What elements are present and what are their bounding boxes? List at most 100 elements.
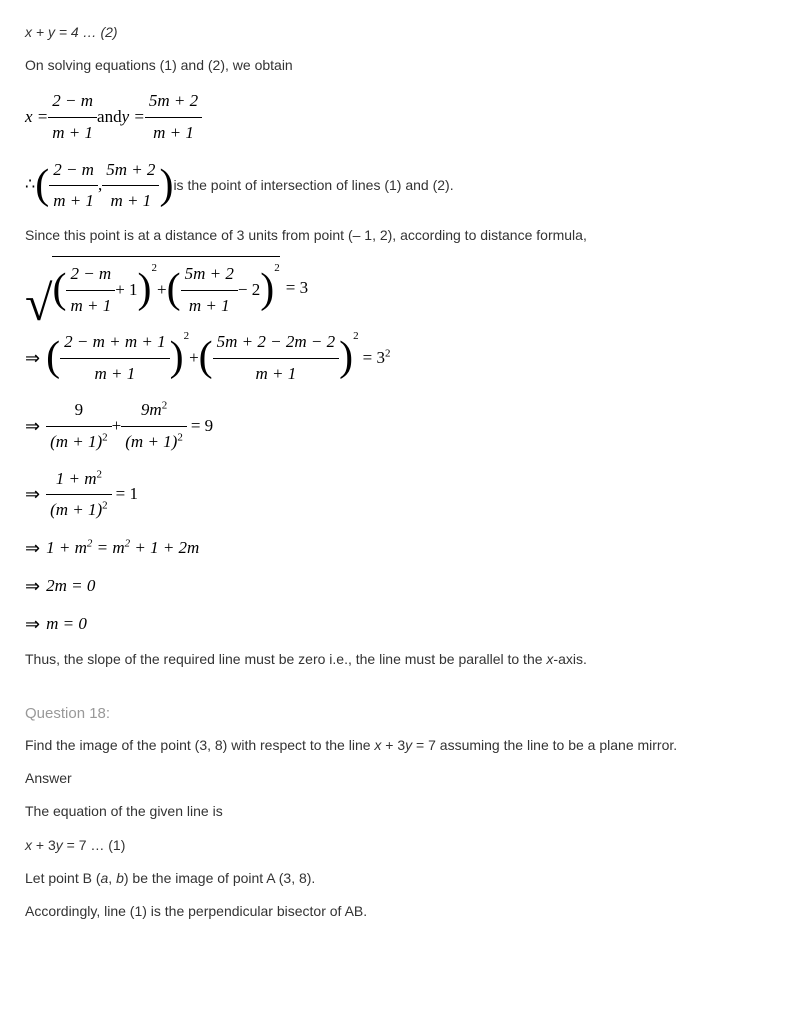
s3-d2: (m + 1)2 (121, 427, 187, 458)
x-frac: 2 − m m + 1 (48, 86, 97, 148)
lparen-icon: ( (52, 273, 66, 307)
pt2-num: 5m + 2 (102, 155, 159, 187)
pt1-num: 2 − m (49, 155, 98, 187)
step3: ⇒ 9 (m + 1)2 + 9m2 (m + 1)2 = 9 (25, 395, 783, 457)
a3-a: Let point B ( (25, 870, 101, 886)
distance-text: Since this point is at a distance of 3 u… (25, 223, 783, 248)
s3-n2-base: 9m (141, 400, 162, 419)
lparen-icon: ( (35, 169, 49, 203)
sqrt-icon: √ (25, 286, 52, 321)
eq2-text: x + y = 4 … (2) (25, 24, 118, 40)
t1-den: m + 1 (66, 291, 115, 322)
t2-add: − 2 (238, 275, 260, 306)
pt-frac2: 5m + 2 m + 1 (102, 155, 159, 217)
s4-rhs: = 1 (116, 479, 138, 510)
s4-den: (m + 1)2 (46, 495, 112, 526)
lparen-icon: ( (46, 341, 60, 375)
pt2-den: m + 1 (102, 186, 159, 217)
s2-rhs-sup: 2 (385, 347, 391, 359)
plus: + (157, 275, 167, 306)
s4-num: 1 + m2 (46, 464, 112, 496)
implies-icon: ⇒ (25, 570, 40, 602)
plus: + (189, 343, 199, 374)
lparen-icon: ( (199, 341, 213, 375)
step5: ⇒ 1 + m2 = m2 + 1 + 2m (25, 532, 783, 564)
s3-d1-sup: 2 (102, 431, 108, 443)
ans-line2: x + 3y = 7 … (1) (25, 833, 783, 858)
step7: ⇒ m = 0 (25, 608, 783, 640)
s2-term2: ( 5m + 2 − 2m − 2 m + 1 ) 2 (199, 327, 359, 389)
a3-d: b (116, 870, 124, 886)
term1: ( 2 − m m + 1 + 1 ) 2 (52, 259, 157, 321)
x-den: m + 1 (48, 118, 97, 149)
a3-c: , (108, 870, 116, 886)
a2-y: y (56, 837, 63, 853)
t1-frac: 2 − m m + 1 (66, 259, 115, 321)
t1-add: + 1 (115, 275, 137, 306)
step6: ⇒ 2m = 0 (25, 570, 783, 602)
implies-icon: ⇒ (25, 608, 40, 640)
s5-text: 1 + m2 = m2 + 1 + 2m (46, 533, 199, 564)
step4: ⇒ 1 + m2 (m + 1)2 = 1 (25, 464, 783, 526)
x-equals: x = (25, 102, 48, 133)
s3-d1-base: (m + 1) (50, 432, 102, 451)
s2-d2: m + 1 (213, 359, 339, 390)
pt1-den: m + 1 (49, 186, 98, 217)
q18-e: = 7 assuming the line to be a plane mirr… (412, 737, 677, 753)
rparen-icon: ) (260, 273, 274, 307)
s3-n2: 9m2 (121, 395, 187, 427)
s6-text: 2m = 0 (46, 571, 95, 602)
s3-rhs: = 9 (191, 411, 213, 442)
intersection-point-line: ∴ ( 2 − m m + 1 , 5m + 2 m + 1 ) is the … (25, 155, 783, 217)
xy-solution: x = 2 − m m + 1 and y = 5m + 2 m + 1 (25, 86, 783, 148)
s2-rhs: = 32 (363, 343, 391, 374)
implies-icon: ⇒ (25, 478, 40, 510)
s3-n1: 9 (46, 395, 112, 427)
s2-f1: 2 − m + m + 1 m + 1 (60, 327, 169, 389)
rparen-icon: ) (170, 341, 184, 375)
sq-sup: 2 (274, 259, 280, 279)
therefore-symbol: ∴ (25, 171, 35, 200)
s5-end: + 1 + 2m (130, 538, 199, 557)
implies-icon: ⇒ (25, 342, 40, 374)
and-text: and (97, 102, 122, 133)
s4-den-base: (m + 1) (50, 500, 102, 519)
rparen-icon: ) (339, 341, 353, 375)
pt-frac1: 2 − m m + 1 (49, 155, 98, 217)
answer-label: Answer (25, 766, 783, 791)
s4-num-base: 1 + m (56, 469, 97, 488)
s3-n2-sup: 2 (162, 400, 168, 412)
t2-num: 5m + 2 (181, 259, 238, 291)
conclusion: Thus, the slope of the required line mus… (25, 647, 783, 672)
s7-text: m = 0 (46, 609, 87, 640)
s2-n1: 2 − m + m + 1 (60, 327, 169, 359)
a2-b: + 3 (32, 837, 56, 853)
point-paren: ( 2 − m m + 1 , 5m + 2 m + 1 ) (35, 155, 173, 217)
s3-f1: 9 (m + 1)2 (46, 395, 112, 457)
y-num: 5m + 2 (145, 86, 202, 118)
y-equals: y = (122, 102, 145, 133)
y-frac: 5m + 2 m + 1 (145, 86, 202, 148)
t2-den: m + 1 (181, 291, 238, 322)
step2: ⇒ ( 2 − m + m + 1 m + 1 ) 2 + ( 5m + 2 −… (25, 327, 783, 389)
ans-line4: Accordingly, line (1) is the perpendicul… (25, 899, 783, 924)
x-num: 2 − m (48, 86, 97, 118)
s4-num-sup: 2 (97, 468, 103, 480)
s4-den-sup: 2 (102, 499, 108, 511)
dist-rhs: = 3 (286, 273, 308, 304)
s3-f2: 9m2 (m + 1)2 (121, 395, 187, 457)
s4-frac: 1 + m2 (m + 1)2 (46, 464, 112, 526)
point-text: is the point of intersection of lines (1… (173, 173, 453, 198)
q18-c: + 3 (381, 737, 405, 753)
s5-mid: = m (92, 538, 124, 557)
distance-equation: √ ( 2 − m m + 1 + 1 ) 2 + ( 5m + 2 m + 1… (25, 256, 783, 321)
s2-d1: m + 1 (60, 359, 169, 390)
q18-a: Find the image of the point (3, 8) with … (25, 737, 374, 753)
t1-num: 2 − m (66, 259, 115, 291)
s2-n2: 5m + 2 − 2m − 2 (213, 327, 339, 359)
s2-rhs-val: = 3 (363, 348, 385, 367)
ans-line3: Let point B (a, b) be the image of point… (25, 866, 783, 891)
rparen-icon: ) (159, 169, 173, 203)
solving-text: On solving equations (1) and (2), we obt… (25, 53, 783, 78)
rparen-icon: ) (138, 273, 152, 307)
